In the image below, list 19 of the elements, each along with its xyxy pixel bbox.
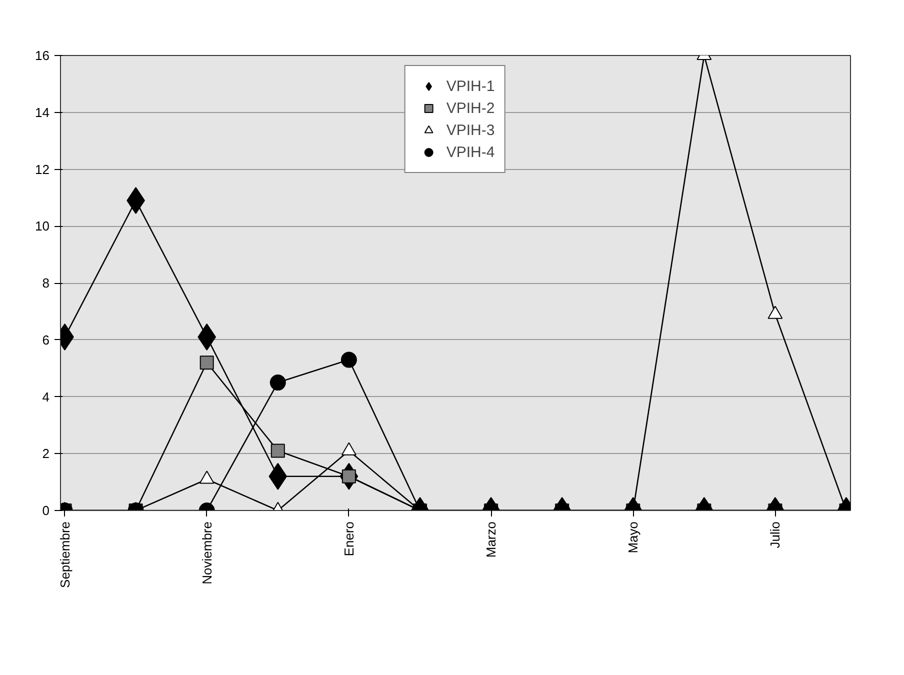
y-tick-label: 0 <box>42 503 50 518</box>
y-tick-label: 16 <box>35 48 50 63</box>
y-tick-label: 12 <box>35 162 50 177</box>
x-tick-label: Julio <box>768 521 783 548</box>
x-tick-label: Septiembre <box>57 521 72 588</box>
x-tick-label: Mayo <box>626 521 641 554</box>
y-tick-label: 8 <box>42 276 50 290</box>
x-tick-label: Marzo <box>484 521 499 558</box>
y-tick-label: 10 <box>35 218 50 234</box>
y-tick-label: 4 <box>42 389 50 404</box>
y-tick-label: 6 <box>42 332 50 348</box>
legend-label: VPIH-2 <box>446 100 495 116</box>
y-tick-label: 2 <box>42 446 50 462</box>
y-tick-label: 14 <box>35 104 50 120</box>
legend-label: VPIH-1 <box>446 78 495 94</box>
legend-label: VPIH-3 <box>446 122 495 138</box>
legend-label: VPIH-4 <box>446 144 495 160</box>
x-tick-label: Noviembre <box>199 521 214 584</box>
x-tick-label: Enero <box>341 521 356 556</box>
